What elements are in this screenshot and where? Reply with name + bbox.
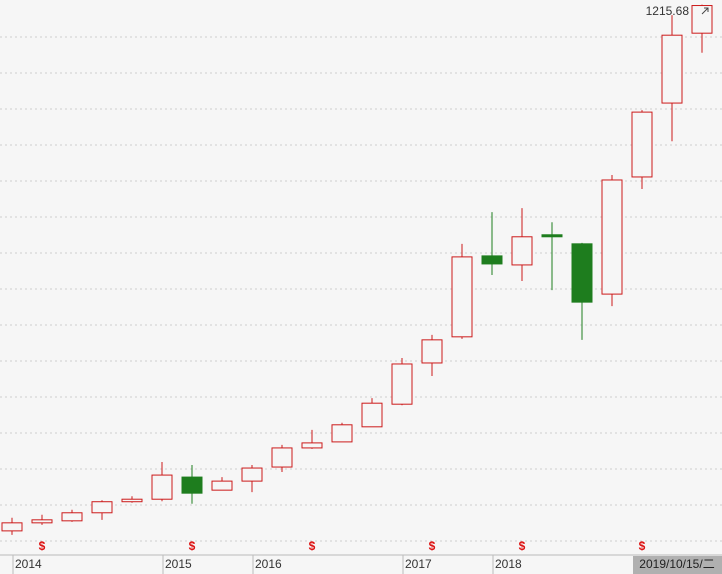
candle-body bbox=[1, 522, 23, 532]
candle-body bbox=[511, 236, 533, 266]
max-arrow bbox=[701, 7, 709, 15]
candle-body bbox=[391, 363, 413, 405]
max-arrow-head bbox=[704, 7, 709, 12]
candle-body bbox=[211, 480, 233, 491]
cursor-date: 2019/10/15/二 bbox=[639, 557, 714, 571]
candle-body bbox=[91, 501, 113, 514]
x-tick-label: 2016 bbox=[255, 557, 282, 571]
candle-body bbox=[361, 402, 383, 428]
candle-body bbox=[241, 467, 263, 482]
candle-body bbox=[271, 447, 293, 468]
candle-body bbox=[571, 243, 593, 303]
candle-body bbox=[451, 256, 473, 338]
dividend-marker: $ bbox=[519, 539, 526, 553]
candle-body bbox=[61, 512, 83, 522]
candle-body bbox=[301, 442, 323, 449]
dividend-marker: $ bbox=[429, 539, 436, 553]
candle-body bbox=[631, 111, 653, 178]
candle-body bbox=[331, 424, 353, 443]
candle-body bbox=[481, 255, 503, 265]
cursor-date-box bbox=[633, 556, 722, 574]
max-label: 1215.68 bbox=[646, 4, 690, 18]
candle-body bbox=[601, 179, 623, 295]
candle-body bbox=[661, 34, 683, 104]
x-tick-label: 2017 bbox=[405, 557, 432, 571]
dividend-marker: $ bbox=[639, 539, 646, 553]
candle-body bbox=[121, 498, 143, 503]
x-tick-label: 2014 bbox=[15, 557, 42, 571]
candle-body bbox=[31, 519, 53, 524]
x-tick-label: 2015 bbox=[165, 557, 192, 571]
x-tick-label: 2018 bbox=[495, 557, 522, 571]
candle-body bbox=[421, 339, 443, 364]
dividend-marker: $ bbox=[39, 539, 46, 553]
candle-body bbox=[181, 476, 203, 494]
candle-body bbox=[691, 5, 713, 34]
candle-body bbox=[541, 234, 563, 238]
dividend-marker: $ bbox=[189, 539, 196, 553]
dividend-marker: $ bbox=[309, 539, 316, 553]
candle-body bbox=[151, 474, 173, 500]
